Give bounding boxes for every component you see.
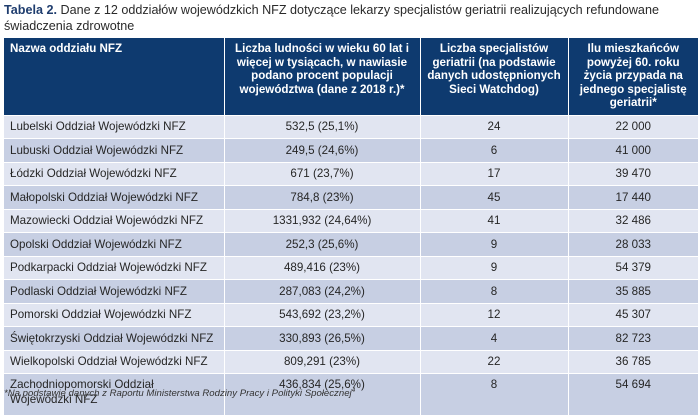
cell-residents-per-specialist: 82 723	[568, 327, 698, 351]
nfz-geriatrics-table: Nazwa oddziału NFZ Liczba ludności w wie…	[4, 38, 698, 415]
footnote-text: *Na podstawie danych z Raportu Ministers…	[4, 388, 352, 399]
cell-branch-name: Mazowiecki Oddział Wojewódzki NFZ	[4, 209, 224, 233]
cell-population: 543,692 (23,2%)	[224, 303, 420, 327]
cell-population: 671 (23,7%)	[224, 162, 420, 186]
cell-branch-name: Lubuski Oddział Wojewódzki NFZ	[4, 139, 224, 163]
cell-branch-name: Świętokrzyski Oddział Wojewódzki NFZ	[4, 327, 224, 351]
header-row: Nazwa oddziału NFZ Liczba ludności w wie…	[4, 38, 698, 115]
cell-specialists: 41	[420, 209, 568, 233]
cell-branch-name: Lubelski Oddział Wojewódzki NFZ	[4, 115, 224, 139]
cell-residents-per-specialist: 45 307	[568, 303, 698, 327]
cell-residents-per-specialist: 54 379	[568, 256, 698, 280]
cell-population: 809,291 (23%)	[224, 350, 420, 374]
cell-specialists: 8	[420, 280, 568, 304]
cell-specialists: 45	[420, 186, 568, 210]
footnote: *Na podstawie danych z Raportu Ministers…	[4, 387, 355, 399]
cell-residents-per-specialist: 39 470	[568, 162, 698, 186]
cell-specialists: 9	[420, 256, 568, 280]
header-specialists: Liczba specjalistów geriatrii (na podsta…	[420, 38, 568, 115]
cell-specialists: 24	[420, 115, 568, 139]
cell-population: 330,893 (26,5%)	[224, 327, 420, 351]
cell-branch-name: Opolski Oddział Wojewódzki NFZ	[4, 233, 224, 257]
cell-specialists: 8	[420, 374, 568, 415]
cell-specialists: 9	[420, 233, 568, 257]
cell-residents-per-specialist: 41 000	[568, 139, 698, 163]
cell-residents-per-specialist: 17 440	[568, 186, 698, 210]
cell-residents-per-specialist: 28 033	[568, 233, 698, 257]
cell-residents-per-specialist: 36 785	[568, 350, 698, 374]
cell-population: 252,3 (25,6%)	[224, 233, 420, 257]
footnote-ref: 4	[352, 387, 356, 394]
cell-population: 1331,932 (24,64%)	[224, 209, 420, 233]
caption-text: Dane z 12 oddziałów wojewódzkich NFZ dot…	[4, 3, 659, 33]
cell-residents-per-specialist: 35 885	[568, 280, 698, 304]
cell-branch-name: Pomorski Oddział Wojewódzki NFZ	[4, 303, 224, 327]
cell-branch-name: Małopolski Oddział Wojewódzki NFZ	[4, 186, 224, 210]
cell-specialists: 4	[420, 327, 568, 351]
cell-population: 287,083 (24,2%)	[224, 280, 420, 304]
caption-label: Tabela 2.	[4, 3, 57, 17]
table-caption: Tabela 2. Dane z 12 oddziałów wojewódzki…	[4, 2, 694, 34]
cell-branch-name: Podkarpacki Oddział Wojewódzki NFZ	[4, 256, 224, 280]
header-population: Liczba ludności w wieku 60 lat i więcej …	[224, 38, 420, 115]
cell-branch-name: Podlaski Oddział Wojewódzki NFZ	[4, 280, 224, 304]
cell-residents-per-specialist: 22 000	[568, 115, 698, 139]
cell-population: 784,8 (23%)	[224, 186, 420, 210]
cell-branch-name: Łódzki Oddział Wojewódzki NFZ	[4, 162, 224, 186]
header-residents-per-specialist: Ilu mieszkańców powyżej 60. roku życia p…	[568, 38, 698, 115]
cell-population: 249,5 (24,6%)	[224, 139, 420, 163]
cell-specialists: 22	[420, 350, 568, 374]
cell-population: 532,5 (25,1%)	[224, 115, 420, 139]
cell-population: 489,416 (23%)	[224, 256, 420, 280]
header-branch-name: Nazwa oddziału NFZ	[4, 38, 224, 115]
cell-branch-name: Wielkopolski Oddział Wojewódzki NFZ	[4, 350, 224, 374]
cell-specialists: 12	[420, 303, 568, 327]
cell-specialists: 17	[420, 162, 568, 186]
cell-residents-per-specialist: 54 694	[568, 374, 698, 415]
cell-residents-per-specialist: 32 486	[568, 209, 698, 233]
cell-specialists: 6	[420, 139, 568, 163]
